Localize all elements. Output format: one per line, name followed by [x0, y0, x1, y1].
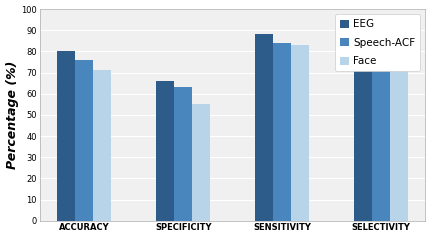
Bar [174, 87, 192, 221]
Legend: EEG, Speech-ACF, Face: EEG, Speech-ACF, Face [335, 14, 419, 71]
Bar [290, 45, 308, 221]
Bar [93, 70, 111, 221]
Bar [389, 66, 407, 221]
Bar [273, 43, 290, 221]
Bar [255, 35, 273, 221]
Bar [372, 54, 389, 221]
Y-axis label: Percentage (%): Percentage (%) [6, 61, 18, 169]
Bar [75, 60, 93, 221]
Bar [192, 104, 209, 221]
Bar [156, 81, 174, 221]
Bar [353, 47, 372, 221]
Bar [57, 51, 75, 221]
